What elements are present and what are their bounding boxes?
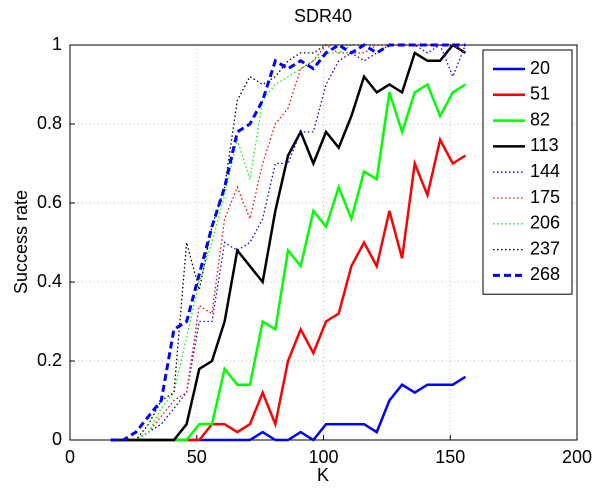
y-tick-label: 0 <box>52 429 62 449</box>
legend-label: 144 <box>530 161 560 181</box>
x-tick-label: 0 <box>65 447 75 467</box>
y-tick-label: 0.8 <box>37 113 62 133</box>
chart-title: SDR40 <box>294 6 352 26</box>
series-line <box>110 43 467 442</box>
y-tick-label: 1 <box>52 34 62 54</box>
series-line <box>110 43 466 442</box>
legend-label: 113 <box>530 135 559 155</box>
y-axis-label: Success rate <box>11 190 31 294</box>
series-line <box>110 44 466 441</box>
legend-label: 20 <box>530 58 550 78</box>
series-line <box>110 44 466 441</box>
legend-label: 237 <box>530 238 560 258</box>
x-axis-label: K <box>317 465 329 485</box>
plot-frame <box>69 44 578 441</box>
legend-label: 268 <box>530 264 560 284</box>
legend-label: 175 <box>530 187 560 207</box>
y-tick-label: 0.2 <box>37 350 62 370</box>
y-tick-label: 0.6 <box>37 192 62 212</box>
x-tick-label: 200 <box>562 447 592 467</box>
series-line <box>110 136 467 442</box>
legend-label: 206 <box>530 213 560 233</box>
x-tick-label: 50 <box>187 447 207 467</box>
legend-label: 82 <box>530 109 550 129</box>
y-tick-label: 0.4 <box>37 271 62 291</box>
x-tick-label: 100 <box>308 447 338 467</box>
x-tick-label: 150 <box>435 447 465 467</box>
series-line <box>110 44 467 441</box>
legend-label: 51 <box>530 84 550 104</box>
